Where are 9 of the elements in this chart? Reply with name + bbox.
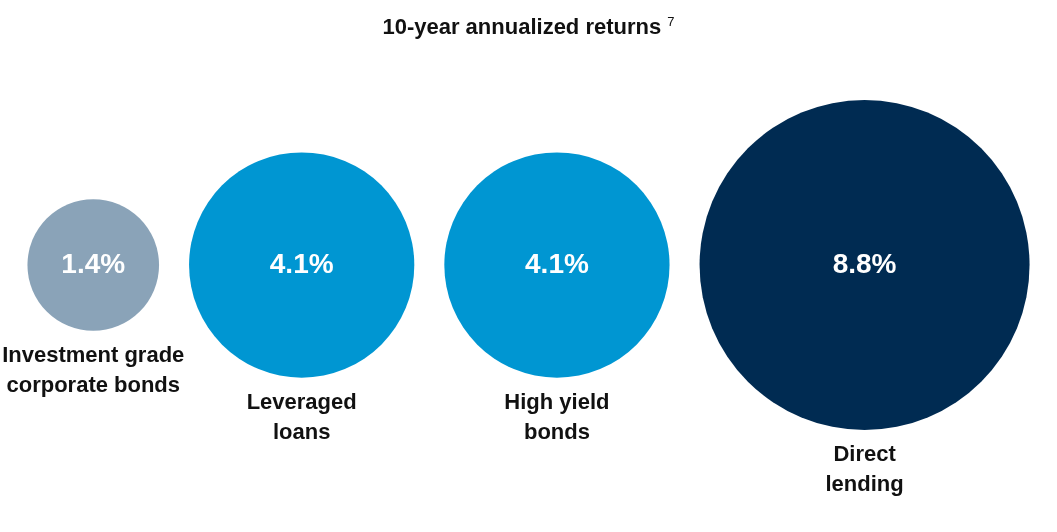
category-label: Leveraged loans [246,388,357,444]
category-label: Direct lending [825,441,904,497]
data-label: 1.4% [61,247,126,279]
data-label: 4.1% [269,247,334,279]
text: 10-year annualized returns $^{7}$ [381,14,676,41]
category-label: High yield bonds [504,388,610,444]
data-label: 8.8% [832,247,897,279]
category-label: Investment grade corporate bonds [2,341,185,397]
data-label: 4.1% [525,247,589,279]
